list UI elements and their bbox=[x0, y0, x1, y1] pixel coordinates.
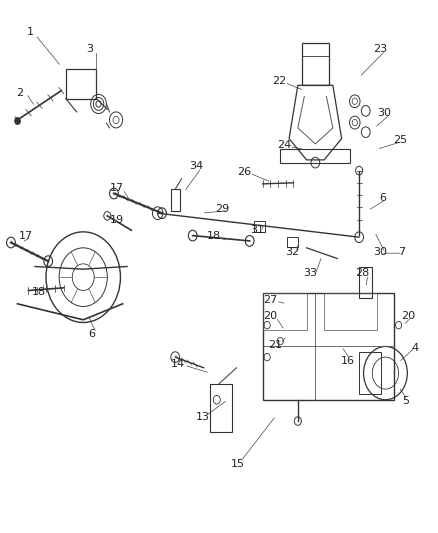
Bar bbox=[254, 221, 265, 232]
Text: 21: 21 bbox=[268, 341, 282, 350]
Text: 17: 17 bbox=[18, 231, 32, 240]
Text: 32: 32 bbox=[286, 247, 300, 256]
Bar bbox=[263, 293, 307, 330]
Text: 18: 18 bbox=[32, 287, 46, 297]
Bar bbox=[66, 69, 96, 99]
Text: 33: 33 bbox=[303, 268, 317, 278]
Bar bbox=[210, 384, 232, 432]
Text: 25: 25 bbox=[393, 135, 407, 144]
Text: 30: 30 bbox=[373, 247, 387, 256]
Text: 34: 34 bbox=[189, 161, 203, 171]
Bar bbox=[263, 293, 394, 400]
Text: 1: 1 bbox=[27, 27, 34, 37]
Text: 20: 20 bbox=[264, 311, 278, 320]
Text: 28: 28 bbox=[356, 268, 370, 278]
Bar bbox=[359, 352, 381, 394]
Text: 6: 6 bbox=[88, 329, 95, 339]
Text: 29: 29 bbox=[215, 204, 230, 214]
Text: 7: 7 bbox=[399, 247, 406, 256]
Text: 2: 2 bbox=[16, 88, 23, 98]
Text: 3: 3 bbox=[86, 44, 93, 54]
Text: 17: 17 bbox=[110, 183, 124, 192]
Text: 16: 16 bbox=[340, 357, 354, 366]
Text: 13: 13 bbox=[195, 413, 209, 422]
Text: 4: 4 bbox=[412, 343, 419, 352]
Bar bbox=[280, 149, 350, 163]
Text: 27: 27 bbox=[264, 295, 278, 304]
Bar bbox=[324, 293, 377, 330]
Bar bbox=[171, 189, 180, 211]
Text: 24: 24 bbox=[277, 140, 291, 150]
Text: 14: 14 bbox=[171, 359, 185, 368]
Text: 5: 5 bbox=[403, 397, 410, 406]
Text: 6: 6 bbox=[380, 193, 387, 203]
Text: 23: 23 bbox=[373, 44, 387, 54]
Text: 15: 15 bbox=[231, 459, 245, 469]
Text: 31: 31 bbox=[251, 225, 265, 235]
Text: 18: 18 bbox=[207, 231, 221, 240]
Text: 22: 22 bbox=[272, 76, 286, 86]
Bar bbox=[302, 43, 328, 85]
Bar bbox=[359, 266, 372, 298]
Circle shape bbox=[15, 118, 20, 124]
Bar bbox=[287, 237, 298, 247]
Text: 26: 26 bbox=[237, 167, 251, 176]
Text: 20: 20 bbox=[402, 311, 416, 320]
Text: 30: 30 bbox=[378, 108, 392, 118]
Text: 19: 19 bbox=[110, 215, 124, 224]
